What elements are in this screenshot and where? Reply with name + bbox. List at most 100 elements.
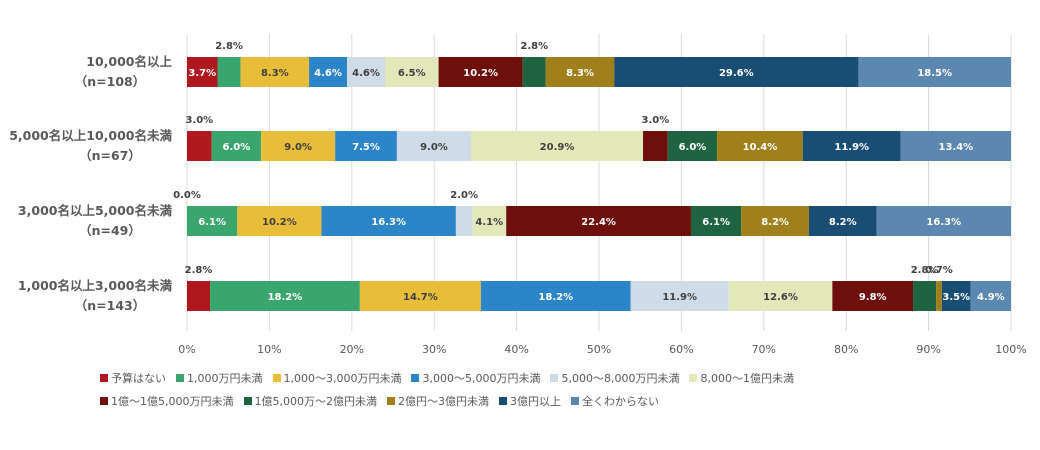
data-label: 2.8% <box>185 265 213 276</box>
data-label: 0.7% <box>925 265 953 276</box>
legend-row: 1億～1億5,000万円未満 1億5,000万～2億円未満 2億円～3億円未満 3億円… <box>100 389 1000 412</box>
bar-segment <box>347 57 385 87</box>
bar-segment <box>667 131 718 161</box>
legend-item: 2億円～3億円未満 <box>387 393 489 409</box>
data-label: 10.4% <box>743 142 778 153</box>
category-label: 10,000名以上 <box>86 54 172 69</box>
x-tick-label: 60% <box>669 343 693 356</box>
data-label: 20.9% <box>540 142 575 153</box>
bar-segment <box>335 131 397 161</box>
data-label: 11.9% <box>662 292 697 303</box>
data-label: 4.6% <box>314 68 342 79</box>
data-label: 8.2% <box>761 217 789 228</box>
bar-segment <box>187 57 218 87</box>
data-label: 4.9% <box>977 292 1005 303</box>
data-label: 4.1% <box>475 217 503 228</box>
legend-swatch <box>550 373 559 382</box>
data-label: 11.9% <box>834 142 869 153</box>
legend-item: 1,000万円未満 <box>176 370 263 386</box>
bar-segment <box>240 57 310 87</box>
data-label: 18.2% <box>268 292 303 303</box>
category-label: 3,000名以上5,000名未満 <box>18 203 173 218</box>
data-label: 2.8% <box>520 41 548 52</box>
x-tick-label: 0% <box>178 343 195 356</box>
x-tick-label: 40% <box>504 343 528 356</box>
bar-segment <box>321 206 456 236</box>
category-n-label: （n=143） <box>75 298 145 313</box>
bar-segment <box>187 131 212 161</box>
legend-swatch <box>571 396 579 405</box>
legend-label: 1億～1億5,000万円未満 <box>111 394 234 408</box>
data-label: 6.5% <box>398 68 426 79</box>
x-tick-label: 30% <box>422 343 446 356</box>
bar-segment <box>438 57 523 87</box>
data-label: 3.5% <box>942 292 970 303</box>
legend-label: 1,000～3,000万円未満 <box>283 371 402 385</box>
bar-segment <box>522 57 546 87</box>
data-label: 2.0% <box>450 190 478 201</box>
bar-segment <box>941 281 971 311</box>
data-label: 22.4% <box>581 217 616 228</box>
legend-item: 3,000～5,000万円未満 <box>411 370 540 386</box>
legend-item: 予算はない <box>100 370 166 386</box>
legend-item: 8,000～1億円未満 <box>689 370 794 386</box>
bar-segment <box>545 57 615 87</box>
data-label: 16.3% <box>371 217 406 228</box>
legend-swatch <box>100 373 108 382</box>
legend-item: 3億円以上 <box>499 393 561 409</box>
bar-segment <box>728 281 833 311</box>
legend-item: 1億5,000万～2億円未満 <box>243 393 378 409</box>
bar-segment <box>384 57 439 87</box>
bar-segment <box>480 281 631 311</box>
data-label: 3.0% <box>185 115 213 126</box>
data-label: 16.3% <box>926 217 961 228</box>
bar-segment <box>237 206 322 236</box>
legend-swatch <box>176 373 184 382</box>
x-tick-label: 10% <box>257 343 281 356</box>
bar-segment <box>832 281 914 311</box>
bar-segment <box>808 206 877 236</box>
x-tick-label: 70% <box>752 343 776 356</box>
legend-label: 全くわからない <box>582 394 659 408</box>
stacked-bar-chart: 0% 10% 20% 30% 40% 50% 60% 70% 80% 90% 100% 10,000名… <box>9 34 1027 356</box>
x-tick-label: 90% <box>916 343 940 356</box>
category-label: 1,000名以上3,000名未満 <box>18 278 173 293</box>
data-label: 9.0% <box>284 142 312 153</box>
data-label: 6.0% <box>223 142 251 153</box>
legend-item: 5,000～8,000万円未満 <box>550 370 679 386</box>
bar-segment <box>396 131 471 161</box>
data-label: 29.6% <box>719 68 754 79</box>
data-label: 6.0% <box>679 142 707 153</box>
bar-segment <box>936 281 942 311</box>
bar-segment <box>913 281 937 311</box>
bar-segment <box>217 57 241 87</box>
legend-label: 2億円～3億円未満 <box>398 394 489 408</box>
legend-swatch <box>499 396 507 405</box>
data-label: 9.8% <box>859 292 887 303</box>
legend-swatch <box>272 373 281 382</box>
legend-item: 全くわからない <box>571 393 659 409</box>
data-label: 10.2% <box>463 68 498 79</box>
data-label: 10.2% <box>262 217 297 228</box>
legend-label: 3,000～5,000万円未満 <box>422 371 541 385</box>
legend-item: 1億～1億5,000万円未満 <box>100 393 234 409</box>
legend-label: 3億円以上 <box>510 394 561 408</box>
bar-segment <box>210 281 360 311</box>
category-n-label: （n=49） <box>79 223 141 238</box>
data-label: 2.8% <box>215 41 243 52</box>
legend-label: 1億5,000万～2億円未満 <box>254 394 378 408</box>
bar-segment <box>470 131 644 161</box>
data-label: 6.1% <box>198 217 226 228</box>
bar-segment <box>900 131 1011 161</box>
bar-segment <box>187 281 211 311</box>
bar-segment <box>472 206 507 236</box>
legend-swatch <box>387 396 395 405</box>
bar-segment <box>858 57 1011 87</box>
bar-segment <box>970 281 1011 311</box>
x-tick-label: 50% <box>587 343 611 356</box>
data-label: 8.3% <box>566 68 594 79</box>
data-label: 4.6% <box>352 68 380 79</box>
legend-swatch <box>411 373 420 382</box>
bar-segment <box>187 206 238 236</box>
bar-segment <box>643 131 668 161</box>
